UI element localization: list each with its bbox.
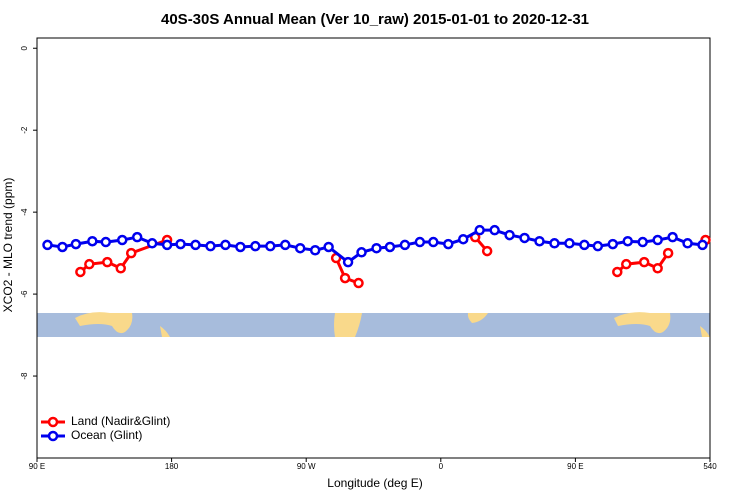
data-point xyxy=(592,240,604,252)
data-point xyxy=(175,238,186,250)
data-point xyxy=(682,238,693,249)
legend-label: Land (Nadir&Glint) xyxy=(71,414,170,428)
data-point xyxy=(504,229,515,241)
legend-label: Ocean (Glint) xyxy=(71,428,142,442)
y-tick-label: -2 xyxy=(20,126,29,134)
data-point xyxy=(70,238,82,250)
data-point xyxy=(161,239,173,251)
data-point xyxy=(280,239,291,251)
legend-marker xyxy=(47,416,59,428)
x-tick-label: 540 xyxy=(703,462,717,471)
data-point xyxy=(457,233,469,245)
data-point xyxy=(265,240,276,252)
data-point xyxy=(115,263,127,274)
data-point xyxy=(443,238,454,250)
data-point xyxy=(205,240,216,252)
y-tick-label: -4 xyxy=(20,208,29,216)
data-point xyxy=(309,245,321,256)
x-tick-label: 90 E xyxy=(29,462,45,471)
y-tick-label: -6 xyxy=(20,290,29,298)
data-point xyxy=(428,236,439,248)
data-point xyxy=(638,256,650,268)
data-point xyxy=(697,239,708,251)
plot-frame xyxy=(36,37,711,459)
data-point xyxy=(399,239,411,251)
data-point xyxy=(612,266,623,278)
data-point xyxy=(564,238,575,249)
data-point xyxy=(190,239,201,251)
x-tick-label: 0 xyxy=(439,462,444,471)
data-point xyxy=(371,242,382,254)
y-tick-label: -8 xyxy=(20,372,29,380)
data-point xyxy=(662,247,674,259)
map-strip xyxy=(37,312,710,337)
data-point xyxy=(116,234,128,246)
y-axis-label: XCO2 - MLO trend (ppm) xyxy=(1,178,15,313)
data-point xyxy=(42,239,53,251)
data-point xyxy=(620,258,632,270)
x-tick-label: 90 E xyxy=(567,462,583,471)
data-point xyxy=(294,242,306,254)
data-point xyxy=(235,241,246,253)
data-point xyxy=(57,241,68,253)
data-point xyxy=(146,238,158,249)
y-tick-label: 0 xyxy=(20,45,29,50)
legend-marker xyxy=(47,430,59,442)
data-point xyxy=(637,236,648,248)
data-point xyxy=(474,224,485,236)
data-point xyxy=(339,272,351,284)
data-point xyxy=(652,234,663,246)
data-point xyxy=(489,224,500,236)
data-point xyxy=(356,247,367,258)
data-point xyxy=(75,266,86,278)
data-point xyxy=(353,277,364,289)
data-point xyxy=(667,231,678,243)
data-point xyxy=(84,258,95,270)
data-point xyxy=(131,231,143,243)
x-axis-label: Longitude (deg E) xyxy=(327,476,422,490)
data-point xyxy=(342,256,354,268)
data-point xyxy=(102,256,113,268)
data-point xyxy=(250,240,261,252)
data-point xyxy=(519,232,530,244)
data-point xyxy=(481,245,493,257)
data-point xyxy=(549,238,560,249)
chart-title: 40S-30S Annual Mean (Ver 10_raw) 2015-01… xyxy=(161,11,589,28)
data-point xyxy=(125,247,137,259)
data-point xyxy=(579,239,590,251)
data-point xyxy=(414,236,426,248)
data-point xyxy=(323,241,334,253)
data-point xyxy=(100,236,112,248)
data-point xyxy=(384,241,396,253)
data-point xyxy=(652,263,663,274)
x-tick-label: 90 W xyxy=(297,462,316,471)
x-tick-label: 180 xyxy=(165,462,179,471)
data-point xyxy=(622,235,633,247)
data-point xyxy=(534,235,545,247)
data-point xyxy=(87,235,98,247)
data-point xyxy=(607,238,619,250)
data-point xyxy=(220,239,231,251)
